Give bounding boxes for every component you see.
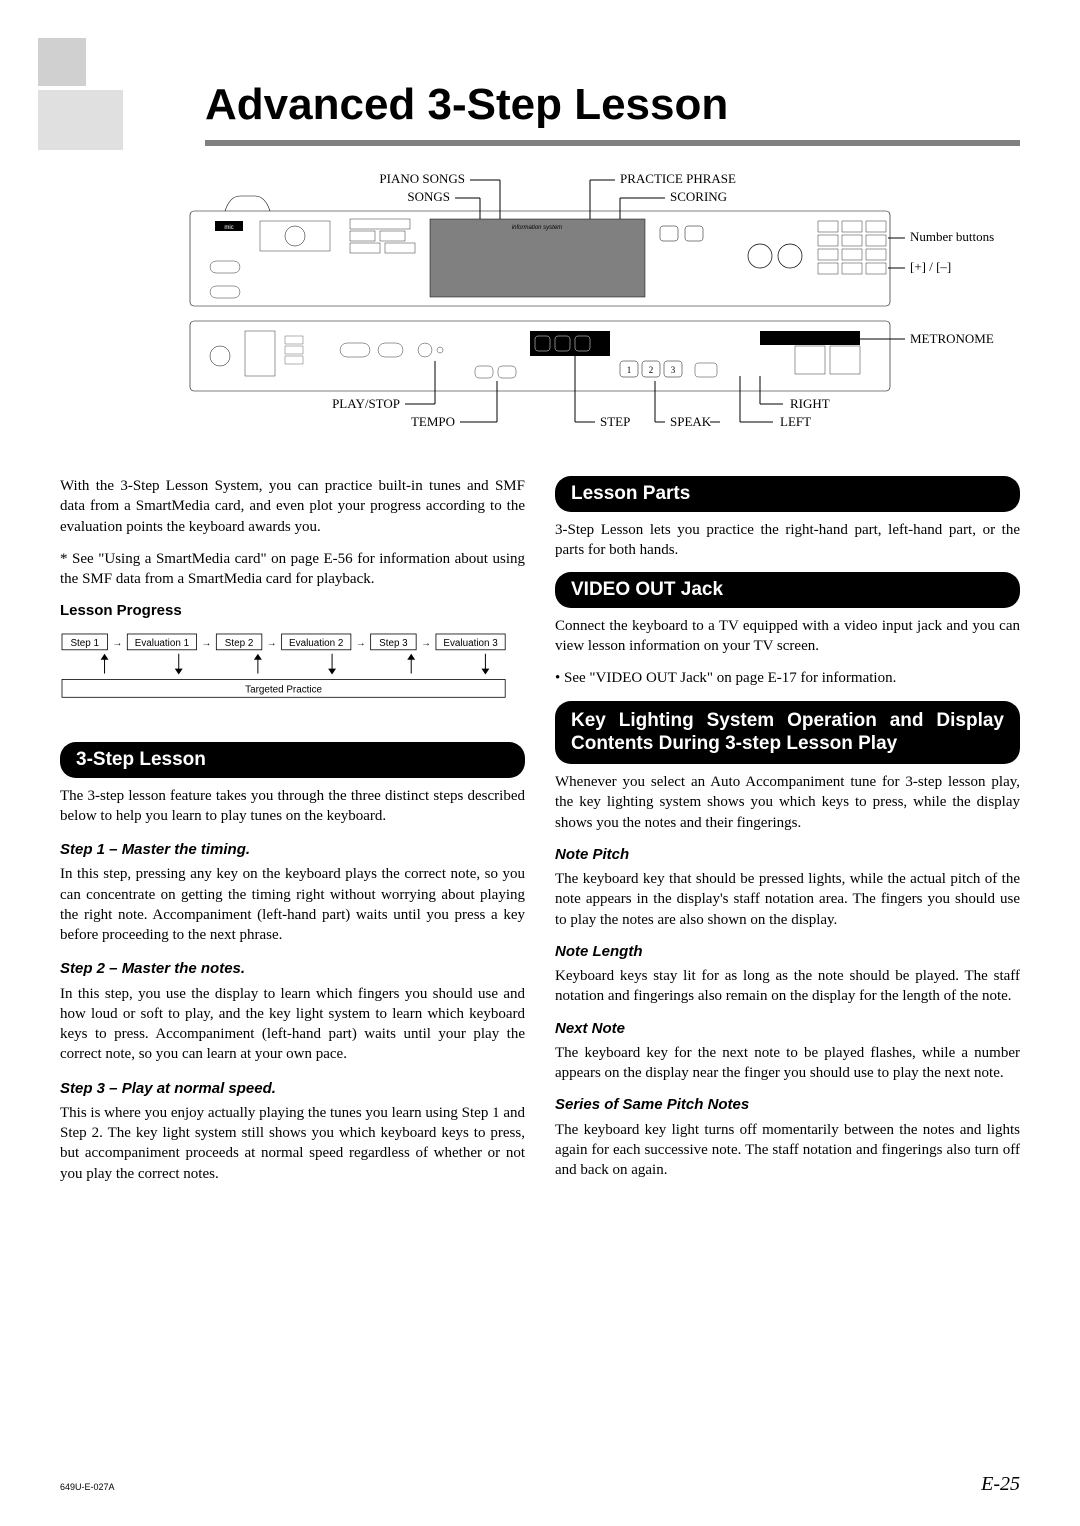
svg-text:Step 2: Step 2 — [225, 637, 254, 648]
next-note-title: Next Note — [555, 1019, 1020, 1039]
next-note-body: The keyboard key for the next note to be… — [555, 1043, 1020, 1084]
3-step-intro: The 3-step lesson feature takes you thro… — [60, 786, 525, 827]
svg-text:METRONOME: METRONOME — [910, 331, 994, 346]
page-number: E-25 — [981, 1473, 1020, 1496]
svg-text:→: → — [421, 637, 431, 648]
svg-text:→: → — [201, 637, 211, 648]
lesson-progress-heading: Lesson Progress — [60, 601, 525, 621]
svg-text:Evaluation 1: Evaluation 1 — [135, 637, 190, 648]
svg-text:information system: information system — [512, 225, 562, 231]
svg-text:→: → — [112, 637, 122, 648]
title-underline — [205, 140, 1020, 146]
step1-title: Step 1 – Master the timing. — [60, 840, 525, 860]
smartmedia-note: * See "Using a SmartMedia card" on page … — [60, 549, 525, 590]
step2-body: In this step, you use the display to lea… — [60, 984, 525, 1065]
video-out-body: Connect the keyboard to a TV equipped wi… — [555, 616, 1020, 657]
note-pitch-body: The keyboard key that should be pressed … — [555, 869, 1020, 930]
svg-text:[+] / [–]: [+] / [–] — [910, 259, 951, 274]
svg-text:PLAY/STOP: PLAY/STOP — [332, 396, 400, 411]
svg-text:STEP: STEP — [600, 414, 630, 429]
svg-text:mic: mic — [224, 225, 233, 231]
svg-text:Targeted Practice: Targeted Practice — [245, 684, 322, 695]
svg-text:PRACTICE PHRASE: PRACTICE PHRASE — [620, 171, 736, 186]
left-column: With the 3-Step Lesson System, you can p… — [60, 476, 525, 1196]
key-lighting-heading: Key Lighting System Operation and Displa… — [555, 701, 1020, 765]
svg-text:Evaluation 2: Evaluation 2 — [289, 637, 343, 648]
lesson-parts-heading: Lesson Parts — [555, 476, 1020, 512]
svg-text:SPEAK: SPEAK — [670, 414, 712, 429]
decorative-square — [38, 38, 86, 86]
note-length-title: Note Length — [555, 942, 1020, 962]
svg-text:2: 2 — [649, 365, 654, 375]
3-step-lesson-heading: 3-Step Lesson — [60, 742, 525, 778]
step3-body: This is where you enjoy actually playing… — [60, 1103, 525, 1184]
right-column: Lesson Parts 3-Step Lesson lets you prac… — [555, 476, 1020, 1196]
svg-text:Evaluation 3: Evaluation 3 — [443, 637, 498, 648]
note-length-body: Keyboard keys stay lit for as long as th… — [555, 966, 1020, 1007]
svg-text:PIANO SONGS: PIANO SONGS — [379, 171, 465, 186]
series-title: Series of Same Pitch Notes — [555, 1095, 1020, 1115]
svg-text:Number buttons: Number buttons — [910, 229, 994, 244]
step1-body: In this step, pressing any key on the ke… — [60, 864, 525, 945]
page-title: Advanced 3-Step Lesson — [205, 80, 1020, 130]
keylighting-intro: Whenever you select an Auto Accompanimen… — [555, 772, 1020, 833]
step3-title: Step 3 – Play at normal speed. — [60, 1079, 525, 1099]
lesson-progress-diagram: Step 1 → Evaluation 1 → Step 2 → Evaluat… — [60, 632, 525, 711]
svg-text:→: → — [267, 637, 277, 648]
lesson-parts-body: 3-Step Lesson lets you practice the righ… — [555, 520, 1020, 561]
svg-text:Step 1: Step 1 — [70, 637, 99, 648]
svg-text:TEMPO: TEMPO — [411, 414, 455, 429]
series-body: The keyboard key light turns off momenta… — [555, 1120, 1020, 1181]
decorative-strip — [38, 90, 123, 150]
svg-text:RIGHT: RIGHT — [790, 396, 830, 411]
page-footer: 649U-E-027A E-25 — [60, 1473, 1020, 1496]
svg-text:1: 1 — [627, 365, 632, 375]
note-pitch-title: Note Pitch — [555, 845, 1020, 865]
svg-text:Step 3: Step 3 — [379, 637, 408, 648]
svg-text:LEFT: LEFT — [780, 414, 811, 429]
step2-title: Step 2 – Master the notes. — [60, 959, 525, 979]
svg-text:→: → — [356, 637, 366, 648]
keyboard-diagram: mic information system — [60, 171, 1020, 451]
intro-paragraph-1: With the 3-Step Lesson System, you can p… — [60, 476, 525, 537]
svg-text:SONGS: SONGS — [407, 189, 450, 204]
svg-text:3: 3 — [671, 365, 676, 375]
doc-code: 649U-E-027A — [60, 1482, 115, 1492]
video-out-bullet: See "VIDEO OUT Jack" on page E-17 for in… — [555, 668, 1020, 688]
svg-text:SCORING: SCORING — [670, 189, 727, 204]
video-out-heading: VIDEO OUT Jack — [555, 572, 1020, 608]
